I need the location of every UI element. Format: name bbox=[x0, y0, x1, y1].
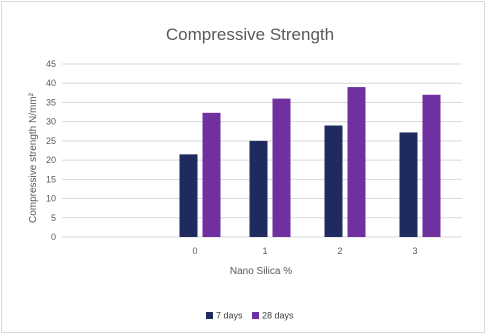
x-tick-label: 1 bbox=[262, 246, 267, 256]
y-tick-label: 10 bbox=[46, 194, 56, 204]
legend-swatch bbox=[252, 312, 259, 319]
x-axis-title: Nano Silica % bbox=[230, 266, 292, 277]
chart-title: Compressive Strength bbox=[166, 25, 334, 44]
y-axis-ticks: 0 5 10 15 20 25 30 35 40 45 bbox=[46, 59, 56, 242]
bar-28-days-2 bbox=[347, 87, 366, 237]
y-tick-label: 15 bbox=[46, 174, 56, 184]
bar-7-days-2 bbox=[324, 125, 343, 237]
y-axis-title: Compressive strength N/mm² bbox=[28, 92, 39, 223]
bar-28-days-0 bbox=[202, 112, 221, 237]
y-tick-label: 30 bbox=[46, 117, 56, 127]
y-tick-label: 5 bbox=[51, 213, 56, 223]
y-tick-label: 45 bbox=[46, 59, 56, 69]
y-tick-label: 25 bbox=[46, 136, 56, 146]
legend-label: 7 days bbox=[216, 311, 243, 321]
y-tick-label: 35 bbox=[46, 97, 56, 107]
legend-swatch bbox=[206, 312, 213, 319]
bar-28-days-1 bbox=[272, 98, 291, 237]
bar-7-days-0 bbox=[179, 154, 198, 237]
x-tick-label: 3 bbox=[412, 246, 417, 256]
y-tick-label: 40 bbox=[46, 78, 56, 88]
legend: 7 days 28 days bbox=[206, 311, 294, 321]
legend-item-7-days: 7 days bbox=[206, 311, 243, 321]
y-tick-label: 20 bbox=[46, 155, 56, 165]
x-tick-label: 2 bbox=[337, 246, 342, 256]
bar-7-days-1 bbox=[249, 140, 268, 237]
x-axis-ticks: 0 1 2 3 bbox=[192, 246, 417, 256]
bar-7-days-3 bbox=[399, 132, 418, 237]
bar-28-days-3 bbox=[422, 94, 441, 237]
legend-label: 28 days bbox=[262, 311, 294, 321]
x-tick-label: 0 bbox=[192, 246, 197, 256]
legend-item-28-days: 28 days bbox=[252, 311, 294, 321]
y-tick-label: 0 bbox=[51, 232, 56, 242]
bars bbox=[179, 87, 441, 237]
grid-lines bbox=[62, 63, 462, 238]
